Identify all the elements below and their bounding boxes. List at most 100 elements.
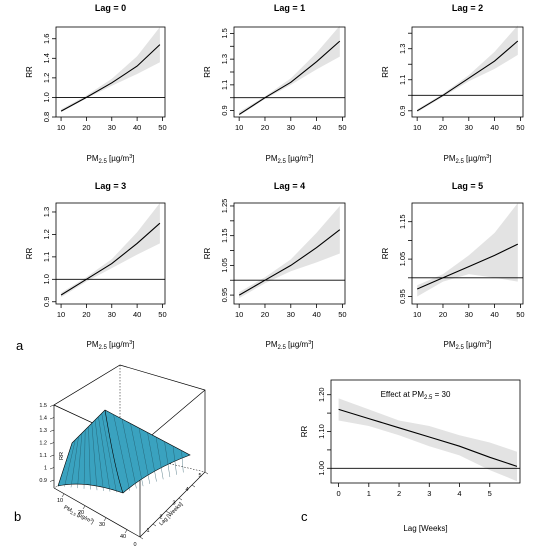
p2-y-tick-label: 1.1 bbox=[398, 75, 407, 85]
p1-x-axis-label-main: PM bbox=[265, 154, 277, 163]
surface-grid-line bbox=[113, 414, 130, 491]
p4-y-tick-label: 0.95 bbox=[220, 288, 229, 303]
p0-y-tick-label: 0.8 bbox=[42, 112, 51, 122]
p7-rr-curve bbox=[338, 408, 518, 467]
p4-y-tick-label: 1.25 bbox=[220, 199, 229, 214]
p2-y-tick-label: 1.3 bbox=[398, 44, 407, 54]
p4-y-tick-label: 1.15 bbox=[220, 228, 229, 243]
p4-x-axis-label-main: PM bbox=[265, 340, 277, 349]
p7-x-tick-label: 0 bbox=[336, 489, 340, 498]
p1-x-axis-label-end: ] bbox=[311, 154, 313, 163]
p1-y-axis-label: RR bbox=[203, 66, 212, 78]
p3-x-axis-label-end: ] bbox=[132, 340, 134, 349]
p5-y-tick-label: 1.05 bbox=[398, 252, 407, 267]
p5-y-tick-label: 1.15 bbox=[398, 214, 407, 229]
surface-grid-line bbox=[130, 423, 144, 487]
confidence-bands bbox=[61, 25, 518, 482]
p4-x-tick-label: 20 bbox=[261, 310, 269, 319]
x-tick bbox=[61, 493, 65, 498]
x-axis-label-sup: 3 bbox=[90, 517, 95, 523]
p2-x-axis-label-sub: 2.5 bbox=[455, 159, 464, 165]
x-tick bbox=[103, 517, 107, 522]
p3-y-tick-label: 0.9 bbox=[42, 297, 51, 307]
chart-elements bbox=[49, 26, 524, 540]
p0-y-tick-label: 1.2 bbox=[42, 73, 51, 83]
p2-plot-frame bbox=[411, 26, 524, 118]
p5-x-tick-label: 50 bbox=[516, 310, 524, 319]
surface-grid-line bbox=[138, 427, 150, 484]
y-tick bbox=[165, 510, 170, 514]
z-tick bbox=[49, 479, 55, 482]
p1-x-axis-label-unit: [µg/m bbox=[286, 154, 309, 163]
surface-grid-line bbox=[155, 436, 164, 480]
p2-y-tick-label: 0.9 bbox=[398, 106, 407, 116]
p1-x-tick-label: 30 bbox=[287, 123, 295, 132]
p5-y-tick-label: 0.95 bbox=[398, 289, 407, 304]
p3-x-tick-label: 10 bbox=[57, 310, 65, 319]
p7-x-tick-label: 4 bbox=[457, 489, 461, 498]
surface-grid-line bbox=[101, 413, 117, 493]
x-tick bbox=[124, 529, 128, 534]
p1-panel-title: Lag = 1 bbox=[274, 3, 305, 13]
surface-grid-line bbox=[121, 418, 137, 489]
p2-x-tick-label: 30 bbox=[465, 123, 473, 132]
z-tick-label: 1.2 bbox=[39, 441, 47, 447]
p4-x-axis-label-sub: 2.5 bbox=[277, 345, 286, 351]
z-tick bbox=[49, 404, 55, 407]
p1-y-tick-label: 1.5 bbox=[220, 28, 229, 38]
x-axis-label-main: PM bbox=[62, 505, 72, 514]
p0-x-axis-label-main: PM bbox=[86, 154, 98, 163]
p3-ci-band bbox=[61, 203, 160, 298]
y-tick bbox=[152, 523, 157, 527]
p1-x-axis-label: PM2.5 [µg/m3] bbox=[265, 154, 313, 165]
x-tick-label: 40 bbox=[120, 534, 126, 540]
p4-x-axis-label-sup: 3 bbox=[308, 340, 311, 346]
x-tick bbox=[82, 505, 86, 510]
p4-x-axis-label: PM2.5 [µg/m3] bbox=[265, 340, 313, 351]
z-tick bbox=[49, 442, 55, 445]
surface-grid-line bbox=[147, 432, 157, 482]
z-tick-label: 1.5 bbox=[39, 403, 47, 409]
p0-x-axis-label: PM2.5 [µg/m3] bbox=[86, 154, 134, 165]
y-tick bbox=[178, 497, 183, 501]
panel-label-c: c bbox=[301, 509, 308, 524]
p0-plot-frame bbox=[55, 26, 166, 118]
p1-y-tick-label: 1.3 bbox=[220, 54, 229, 64]
p4-ci-band bbox=[239, 206, 340, 299]
p1-x-axis-label-sup: 3 bbox=[308, 154, 311, 160]
p7-x-axis-label: Lag [Weeks] bbox=[403, 524, 447, 533]
p5-x-tick-label: 20 bbox=[439, 310, 447, 319]
p2-ci-band bbox=[417, 25, 518, 113]
y-tick bbox=[191, 484, 196, 488]
p0-x-tick-label: 20 bbox=[82, 123, 90, 132]
p4-y-tick-label: 1.05 bbox=[220, 258, 229, 273]
p7-panel-title-main: Effect at PM bbox=[381, 390, 425, 399]
surface-grid-line bbox=[70, 436, 79, 488]
panel-label-a: a bbox=[16, 338, 24, 353]
p7-y-axis-label: RR bbox=[300, 426, 309, 438]
x-axis-label: PM2.5 [µg/m3] bbox=[62, 503, 96, 526]
p0-y-axis-label: RR bbox=[25, 66, 34, 78]
surface-grid-line bbox=[83, 429, 86, 489]
x-tick-label: 20 bbox=[78, 510, 84, 516]
p3-y-tick-label: 1.0 bbox=[42, 274, 51, 284]
p4-x-tick-label: 50 bbox=[338, 310, 346, 319]
z-tick bbox=[49, 467, 55, 470]
p1-ci-band bbox=[239, 25, 340, 116]
p5-x-axis-label-main: PM bbox=[443, 340, 455, 349]
z-tick-label: 1.1 bbox=[39, 453, 47, 459]
p0-x-tick-label: 30 bbox=[108, 123, 116, 132]
p5-x-tick-label: 10 bbox=[413, 310, 421, 319]
p2-x-axis-label-main: PM bbox=[443, 154, 455, 163]
surface-grid-line bbox=[94, 419, 104, 491]
p2-rr-curve bbox=[416, 40, 519, 112]
surface-mesh bbox=[57, 409, 191, 494]
p2-x-axis-label-unit: [µg/m bbox=[464, 154, 487, 163]
p3-x-axis-label-main: PM bbox=[86, 340, 98, 349]
p7-x-tick-label: 3 bbox=[427, 489, 431, 498]
p2-x-tick-label: 10 bbox=[413, 123, 421, 132]
p0-x-tick-label: 10 bbox=[57, 123, 65, 132]
p3-x-tick-label: 40 bbox=[133, 310, 141, 319]
p7-panel-title: Effect at PM2.5 = 30 bbox=[381, 390, 451, 401]
